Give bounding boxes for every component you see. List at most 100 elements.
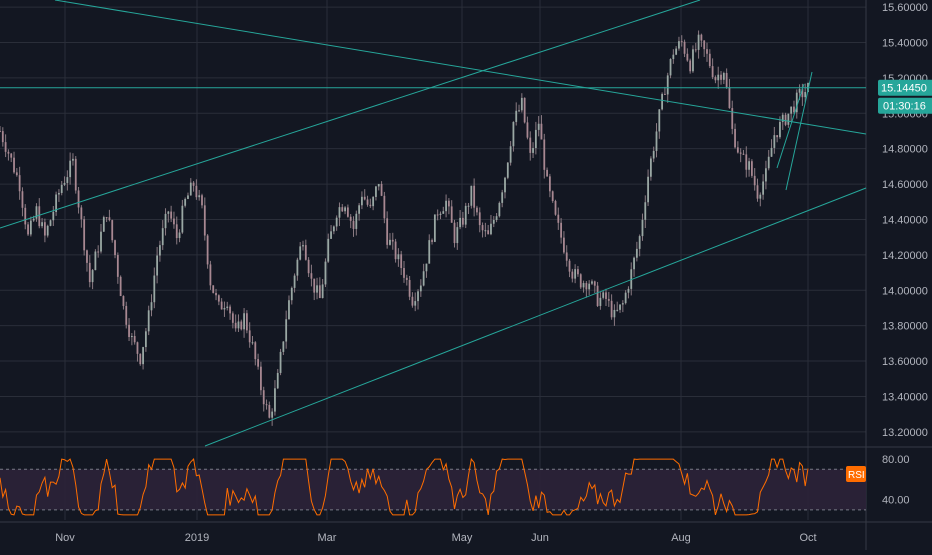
candle-body [324,261,327,285]
candle-body [366,199,369,205]
candle-body [498,202,501,217]
candle-body [574,269,577,279]
candle-body [543,139,546,170]
candle-body [692,49,694,72]
candle-body [41,222,43,227]
trendline-lower-channel[interactable] [204,187,867,447]
candle-body [607,298,610,301]
candle-body [750,161,753,176]
candle-body [613,309,616,318]
candle-body [697,34,700,50]
candle-body [318,285,321,298]
candle-body [97,251,100,253]
candle-body [307,259,310,274]
candle-body [316,285,318,293]
candle-body [563,237,565,253]
candle-body [361,196,363,206]
candle-body [184,198,187,206]
candle-body [419,285,422,292]
trendline-wedge-left[interactable] [776,83,805,169]
y-tick-label: 14.60000 [882,179,928,191]
candle-body [655,131,658,151]
x-tick-label: Jun [531,532,549,544]
y-tick-label: 14.80000 [882,144,928,156]
candle-body [15,172,18,176]
candle-body [189,182,192,196]
candle-body [335,217,338,227]
candle-body [173,218,175,225]
candle-body [770,147,773,157]
candle-body [161,228,164,246]
candle-body [635,248,638,258]
candle-body [142,347,144,365]
candle-body [293,275,296,288]
candle-body [268,404,271,418]
candle-body [58,192,60,195]
candle-body [27,224,29,235]
candle-body [683,41,686,54]
candle-body [344,207,346,212]
candle-body [276,372,279,389]
candle-body [304,245,307,260]
candle-body [346,207,349,217]
candle-body [436,214,439,216]
candle-body [459,217,462,228]
candle-body [546,169,548,177]
candle-body [372,196,375,207]
candle-body [756,185,759,199]
trendline-upper-channel[interactable] [0,0,701,229]
candle-body [708,53,711,67]
candle-body [433,214,436,242]
candle-body [198,195,201,198]
candle-body [394,241,397,260]
candle-body [734,128,736,148]
candle-body [302,245,304,247]
candle-body [94,251,97,271]
candle-body [534,129,537,149]
candle-body [658,109,661,132]
candle-body [49,220,52,226]
candle-body [666,75,669,95]
candle-body [759,194,762,199]
rsi-tag [846,466,866,482]
candle-body [787,113,790,125]
candle-body [24,207,27,225]
candle-body [341,207,344,212]
candle-body [114,240,116,256]
candle-body [664,93,666,95]
candle-body [447,200,450,207]
candle-body [327,238,330,262]
candle-body [641,219,644,237]
candle-body [203,205,206,236]
candle-body [554,200,557,215]
candle-body [192,182,195,186]
candle-body [462,217,464,225]
candle-body [257,359,260,367]
candle-body [638,236,641,249]
trendline-descending[interactable] [54,0,867,135]
candle-body [711,66,714,78]
last-price-label: 15.14450 [881,83,927,95]
candle-body [579,274,582,288]
candle-body [408,279,411,297]
candle-body [55,194,58,213]
candle-body [231,313,234,323]
candle-body [633,257,635,270]
trendline-wedge-right[interactable] [785,71,813,191]
y-tick-label: 15.40000 [882,37,928,49]
candle-body [551,191,554,201]
candle-body [147,310,150,332]
candle-body [66,177,69,183]
candle-body [478,212,481,226]
candle-body [386,218,389,245]
candle-body [363,196,366,200]
candle-body [428,240,431,264]
candle-body [13,157,15,173]
candle-body [119,276,122,297]
candle-body [403,268,405,278]
y-tick-label: 14.20000 [882,250,928,262]
candle-body [167,211,170,214]
candle-body [736,147,739,153]
